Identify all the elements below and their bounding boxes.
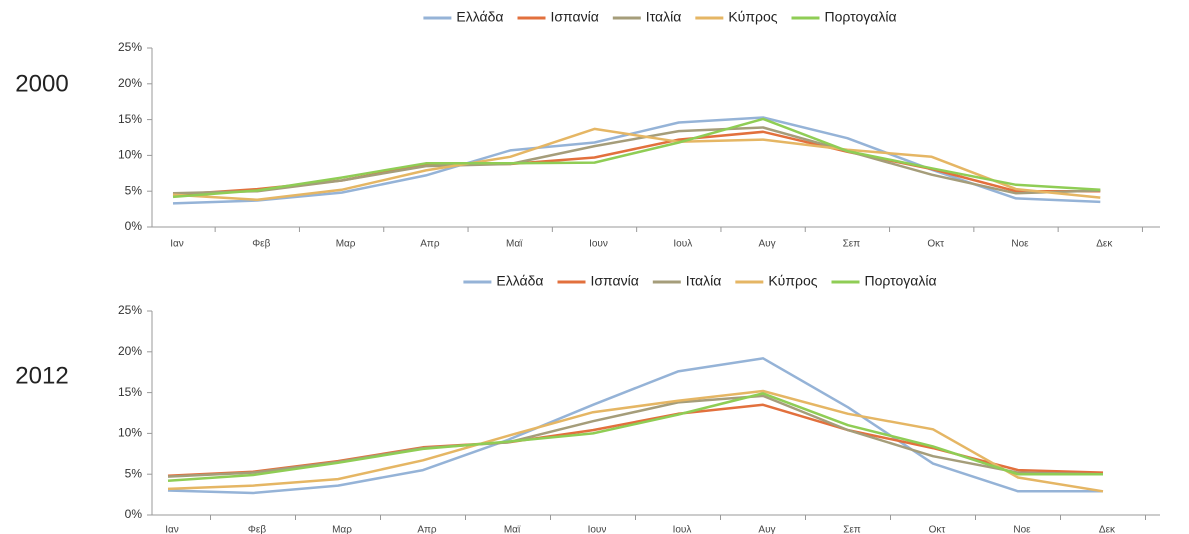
- y-tick-label: 5%: [125, 183, 143, 197]
- x-tick-label: Νοε: [1011, 239, 1029, 250]
- year-label: 2012: [15, 362, 68, 389]
- y-tick-label: 0%: [125, 219, 143, 233]
- year-label: 2000: [15, 70, 68, 97]
- legend-label: Ελλάδα: [496, 273, 543, 289]
- x-tick-label: Μαϊ: [506, 239, 523, 250]
- x-tick-label: Μαρ: [336, 239, 356, 250]
- legend-label: Πορτογαλία: [824, 9, 896, 25]
- y-tick-label: 5%: [125, 466, 143, 480]
- y-tick-label: 0%: [125, 507, 143, 521]
- x-tick-label: Δεκ: [1096, 239, 1113, 250]
- x-tick-label: Μαρ: [332, 525, 352, 534]
- x-tick-label: Ιαν: [170, 239, 184, 250]
- series-line: [172, 127, 1101, 202]
- legend-label: Ιταλία: [646, 9, 682, 25]
- x-tick-label: Ιαν: [165, 525, 179, 534]
- series-line: [172, 126, 1101, 195]
- x-tick-label: Σεπ: [843, 239, 861, 250]
- x-tick-label: Αυγ: [759, 239, 776, 250]
- x-tick-label: Δεκ: [1099, 525, 1116, 534]
- x-tick-label: Ιουλ: [673, 525, 692, 534]
- legend-label: Ελλάδα: [456, 9, 503, 25]
- chart-panel: 2012 0% 5% 10% 15% 20% 25% Ιαν Φεβ Μαρ Απρ Μαϊ Ιουν Ι…: [15, 273, 1160, 534]
- series-line: [167, 394, 1104, 478]
- legend-label: Κύπρος: [768, 273, 817, 289]
- x-tick-label: Σεπ: [843, 525, 861, 534]
- legend: Ελλάδα Ισπανία Ιταλία Κύπρος Πορτογαλία: [463, 273, 937, 289]
- y-tick-label: 20%: [118, 344, 142, 358]
- series-line: [172, 116, 1101, 205]
- series-line: [172, 117, 1101, 199]
- x-tick-label: Οκτ: [927, 239, 944, 250]
- x-tick-label: Απρ: [417, 525, 437, 534]
- legend-label: Ισπανία: [591, 273, 639, 289]
- x-tick-label: Μαϊ: [504, 525, 521, 534]
- legend-label: Ιταλία: [686, 273, 722, 289]
- x-tick-label: Νοε: [1013, 525, 1031, 534]
- legend: Ελλάδα Ισπανία Ιταλία Κύπρος Πορτογαλία: [423, 9, 897, 25]
- x-tick-label: Φεβ: [252, 239, 270, 250]
- legend-label: Ισπανία: [551, 9, 599, 25]
- chart-panel: 2000 0% 5% 10% 15% 20% 25% Ιαν Φεβ Μαρ Απρ Μαϊ Ιουν Ι…: [15, 9, 1160, 250]
- legend-label: Πορτογαλία: [864, 273, 936, 289]
- y-tick-label: 15%: [118, 385, 142, 399]
- series-line: [167, 392, 1103, 482]
- x-tick-label: Ιουν: [589, 239, 608, 250]
- y-tick-label: 10%: [118, 426, 142, 440]
- y-tick-label: 25%: [118, 303, 142, 317]
- legend-label: Κύπρος: [728, 9, 777, 25]
- y-tick-label: 10%: [118, 148, 142, 162]
- series-line: [167, 357, 1103, 495]
- x-tick-label: Φεβ: [248, 525, 266, 534]
- series-line: [167, 389, 1104, 493]
- x-tick-label: Αυγ: [758, 525, 775, 534]
- y-tick-label: 20%: [118, 76, 142, 90]
- x-tick-label: Ιουλ: [673, 239, 692, 250]
- x-tick-label: Οκτ: [929, 525, 946, 534]
- y-tick-label: 25%: [118, 40, 142, 54]
- y-tick-label: 15%: [118, 112, 142, 126]
- x-tick-label: Ιουν: [588, 525, 607, 534]
- x-tick-label: Απρ: [420, 239, 440, 250]
